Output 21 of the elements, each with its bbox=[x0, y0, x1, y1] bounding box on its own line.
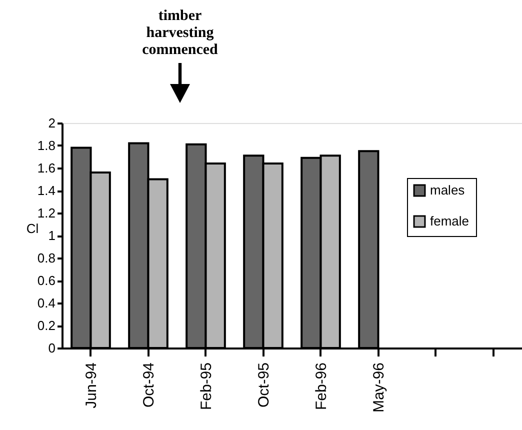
y-tick-label: 0 bbox=[48, 340, 56, 356]
y-tick-label: 1.6 bbox=[37, 160, 56, 176]
y-tick-label: 0.4 bbox=[37, 296, 56, 310]
legend-label: males bbox=[430, 182, 466, 198]
x-tick-label: Jun-94 bbox=[82, 362, 100, 408]
y-tick-label: 1.2 bbox=[37, 206, 56, 220]
y-tick-label: 1.4 bbox=[37, 183, 56, 198]
text: timber harvesting commenced bbox=[142, 8, 219, 58]
legend-label: female bbox=[430, 214, 470, 228]
x-tick-label: Oct-94 bbox=[140, 362, 158, 408]
y-axis-title: Cl bbox=[26, 221, 39, 236]
y-tick-label: 0.6 bbox=[37, 273, 56, 288]
y-tick-label: 2 bbox=[48, 116, 56, 130]
y-tick-label: 0.2 bbox=[37, 318, 56, 333]
y-tick-label: 1.8 bbox=[37, 138, 56, 153]
x-tick-label: Feb-95 bbox=[198, 362, 215, 410]
x-tick-label: Feb-96 bbox=[312, 362, 330, 410]
x-tick-label: Oct-95 bbox=[255, 362, 272, 408]
y-tick-label: 0.8 bbox=[37, 250, 56, 266]
x-tick-label: May-96 bbox=[370, 362, 388, 413]
y-tick-label: 1 bbox=[48, 228, 56, 243]
